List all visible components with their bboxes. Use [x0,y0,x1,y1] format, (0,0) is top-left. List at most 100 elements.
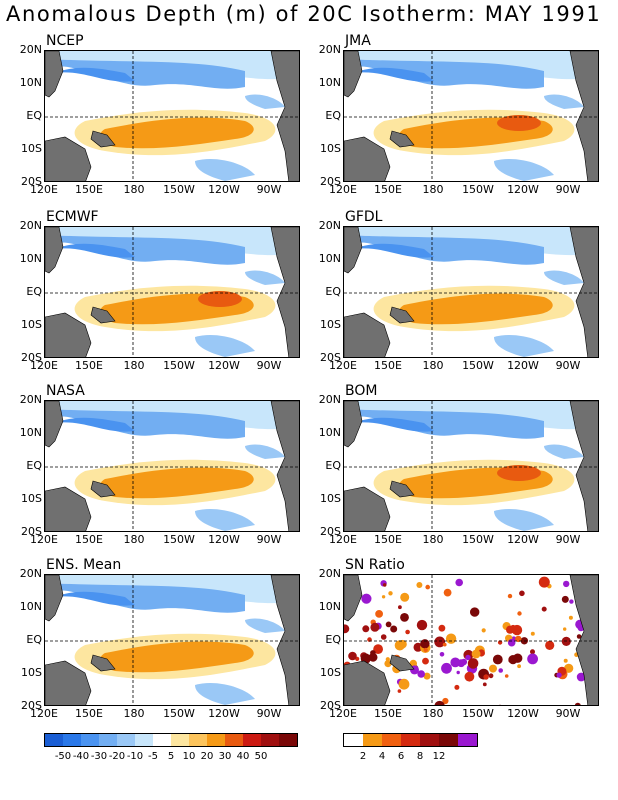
longitude-label: 180 [422,707,444,720]
sn-speckle [538,576,550,588]
land-asia [344,51,363,98]
longitude-label: 90W [555,707,581,720]
colorbar-label: 12 [432,751,446,762]
sn-speckle [422,657,429,665]
sn-speckle [370,622,380,632]
latitude-label: 20N [19,393,42,406]
cold-region [55,243,135,258]
latitude-label: 10S [320,318,341,331]
longitude-label: 180 [123,707,145,720]
colorbar-label: -5 [148,751,158,762]
colorbar-label: 10 [182,751,196,762]
sn-speckle [527,653,538,665]
colorbar-label: 4 [378,751,386,762]
colorbar-swatch [45,734,63,746]
sn-speckle [489,664,497,673]
longitude-label: 180 [422,359,444,372]
land-americas [270,575,299,705]
latitude-label: 10N [318,76,341,89]
longitude-label: 120E [329,183,357,196]
sn-speckle [400,592,410,602]
anomaly-colorbar [44,733,298,747]
sn-speckle [492,654,503,665]
map-panel [44,50,300,182]
land-americas [270,401,299,531]
sn-speckle [498,704,502,705]
sn-speckle [368,652,378,662]
cold-region [55,591,135,606]
map-panel [44,226,300,358]
sn-speckle [398,605,402,610]
longitude-label: 150W [462,359,494,372]
cold-region [245,444,285,459]
sn-speckle [397,689,402,693]
sn-speckle [513,653,523,663]
longitude-label: 90W [555,533,581,546]
longitude-label: 120E [30,707,58,720]
longitude-label: 120E [30,359,58,372]
sn-speckle [413,642,423,652]
colorbar-swatch [117,734,135,746]
sn-speckle [416,619,428,631]
colorbar-swatch [99,734,117,746]
longitude-label: 180 [422,533,444,546]
panel-label: ENS. Mean [46,557,122,573]
longitude-label: 90W [555,183,581,196]
sn-speckle [420,639,430,649]
panel-label: SN Ratio [345,557,405,573]
map-panel [44,400,300,532]
latitude-label: 20N [19,219,42,232]
sn-speckle [483,674,489,680]
sn-speckle [382,583,387,587]
longitude-label: 180 [123,533,145,546]
latitude-label: 20S [21,525,42,538]
sn-speckle [445,633,457,644]
colorbar-label: 8 [416,751,424,762]
longitude-label: 150W [163,359,195,372]
land-asia [344,401,363,448]
land-new-guinea [389,654,415,672]
land-australia [45,312,92,357]
sn-speckle [385,657,390,662]
colorbar-label: -10 [126,751,144,762]
sn-speckle [344,624,350,634]
sn-speckle [454,684,460,690]
latitude-label: EQ [26,633,42,646]
longitude-label: 150E [75,533,103,546]
cold-region [494,334,554,357]
longitude-label: 120W [208,359,240,372]
sn-speckle [515,635,522,643]
sn-speckle [375,610,383,618]
sn-speckle [348,651,357,661]
cold-region [354,243,434,258]
map-panel [343,574,599,706]
latitude-label: 10N [318,426,341,439]
land-americas [569,227,598,357]
sn-speckle [385,621,392,628]
latitude-label: 10S [320,666,341,679]
colorbar-swatch [382,734,401,746]
sn-speckle [576,672,586,682]
cold-region [45,409,245,439]
sn-speckle [564,663,574,673]
colorbar-swatch [225,734,243,746]
sn-speckle [417,670,425,678]
latitude-label: EQ [26,459,42,472]
panel-label: JMA [345,33,371,49]
sn-speckle [563,627,567,631]
latitude-label: 10N [19,600,42,613]
longitude-label: 150W [163,183,195,196]
longitude-label: 90W [555,359,581,372]
cold-region [544,94,584,109]
sn-speckle [405,629,410,635]
sn-speckle [373,644,383,654]
sn-speckle [545,640,555,650]
sn-speckle [530,631,535,636]
cold-region [55,67,135,82]
sn-speckle [497,640,503,645]
sn-speckle [507,593,513,599]
colorbar-label: 50 [254,751,268,762]
sn-speckle [561,636,571,646]
latitude-label: 20N [318,393,341,406]
cold-region [195,334,255,357]
